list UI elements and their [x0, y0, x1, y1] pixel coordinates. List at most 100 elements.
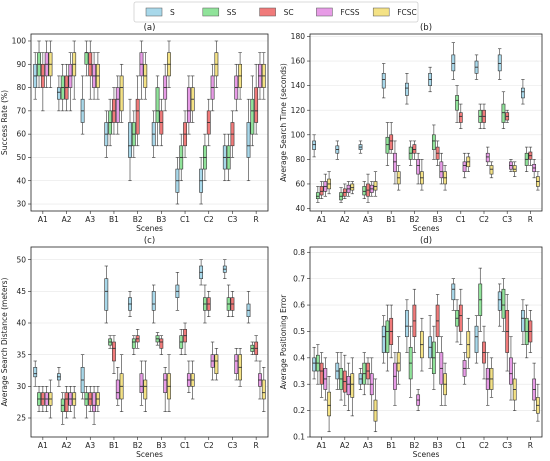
box-c3-fcss: [234, 63, 239, 112]
x-tick-label-b2: B2: [133, 441, 143, 450]
iqr-box: [385, 320, 390, 353]
iqr-box: [521, 87, 525, 99]
iqr-box: [112, 341, 116, 362]
box-c2-ss: [478, 103, 483, 129]
box-a2-fcsc: [350, 357, 355, 417]
iqr-box: [319, 362, 324, 385]
iqr-box: [159, 338, 164, 349]
box-b2-fcsc: [420, 159, 424, 191]
box-b3-sc: [159, 335, 164, 355]
box-c1-ss: [455, 85, 459, 123]
box-c3-fcsc: [512, 362, 517, 411]
box-a3-fcss: [369, 357, 374, 411]
box-c1-s: [451, 278, 456, 311]
iqr-box: [455, 95, 459, 111]
plot-frame: [309, 33, 543, 212]
box-a3-ss: [84, 40, 89, 77]
x-tick-label-b1: B1: [109, 215, 119, 224]
x-tick-label-a2: A2: [62, 215, 72, 224]
box-r-ss: [524, 304, 529, 359]
iqr-box: [33, 367, 38, 378]
y-tick-label: 100: [12, 37, 27, 46]
iqr-box: [431, 134, 436, 150]
box-r-fcss: [532, 362, 537, 411]
x-axis-label: Scenes: [413, 224, 440, 233]
box-c1-fcss: [462, 152, 467, 179]
box-b2-s: [128, 291, 132, 317]
box-a1-sc: [319, 181, 324, 200]
box-c3-fcss: [509, 159, 513, 172]
box-b1-sc: [389, 304, 394, 359]
box-c3-sc: [230, 110, 235, 158]
box-a3-fcsc: [373, 378, 378, 433]
box-b2-fcss: [416, 152, 421, 185]
plot-frame: [30, 246, 269, 438]
box-c1-fcsc: [466, 317, 471, 369]
iqr-box: [451, 54, 456, 72]
x-tick-label-a2: A2: [340, 441, 350, 450]
iqr-box: [381, 325, 386, 353]
box-a3-fcss: [369, 181, 374, 197]
x-tick-label-a3: A3: [85, 441, 95, 450]
y-tick-label: 0.8: [293, 248, 305, 257]
box-c3-fcss: [234, 348, 239, 381]
y-tick-label: 70: [16, 106, 26, 115]
iqr-box: [327, 391, 331, 417]
box-b3-fcss: [439, 152, 444, 185]
box-b1-fcss: [115, 75, 120, 135]
box-a2-ss: [60, 63, 65, 112]
box-b2-s: [405, 299, 409, 353]
y-tick-label: 60: [295, 180, 305, 189]
legend-label-fcsc: FCSC: [397, 8, 417, 17]
box-a1-fcss: [44, 386, 49, 412]
box-b3-s: [151, 110, 156, 158]
iqr-box: [501, 288, 506, 319]
box-b2-fcsc: [420, 317, 424, 372]
box-c2-s: [199, 259, 204, 286]
y-tick-label: 80: [16, 83, 26, 92]
box-a3-fcsc: [373, 171, 378, 197]
box-r-fcsc: [261, 52, 266, 100]
box-a1-s: [312, 346, 316, 380]
x-tick-label-b2: B2: [409, 441, 419, 450]
box-c2-fcss: [485, 352, 490, 406]
x-tick-label-a1: A1: [38, 441, 48, 450]
iqr-box: [381, 73, 386, 89]
box-c2-sc: [206, 291, 211, 317]
y-tick-label: 160: [291, 57, 306, 66]
box-a3-fcss: [92, 52, 96, 100]
box-c3-sc: [505, 294, 510, 372]
panels: 30 40 50 60 70 80 90 100 (a) Scenes Success Rate (…: [0, 23, 543, 459]
x-tick-label-c2: C2: [204, 215, 214, 224]
box-b1-fcsc: [119, 63, 124, 123]
legend-label-fcss: FCSS: [340, 8, 359, 17]
y-axis-label: Average Search Time (seconds): [279, 63, 288, 182]
box-a3-s: [80, 354, 85, 400]
box-c2-s: [199, 157, 204, 205]
panel-d: 0.1 0.2 0.3 0.4 0.5 0.6 0.7 0.8 (d) Scenes Average…: [279, 236, 543, 459]
box-c3-fcsc: [238, 52, 243, 100]
box-c1-s: [175, 272, 180, 311]
box-c1-fcsc: [190, 360, 195, 400]
box-a2-fcsc: [72, 40, 77, 100]
x-tick-label-r: R: [254, 441, 259, 450]
box-b3-fcsc: [167, 354, 171, 412]
box-c2-fcsc: [489, 357, 494, 398]
box-c1-fcss: [186, 75, 191, 135]
legend-label-sc: SC: [284, 8, 294, 17]
box-a2-ss: [339, 187, 343, 203]
box-c1-s: [175, 157, 180, 205]
box-b1-s: [104, 110, 109, 158]
box-a2-s: [56, 367, 61, 387]
box-a3-fcss: [92, 386, 96, 425]
x-tick-label-c1: C1: [180, 441, 190, 450]
x-axis-label: Scenes: [413, 450, 440, 459]
iqr-box: [143, 379, 148, 400]
box-c3-ss: [226, 284, 231, 317]
iqr-box: [474, 325, 479, 353]
box-b3-fcsc: [443, 165, 447, 191]
box-a1-fcss: [323, 357, 328, 401]
box-c1-ss: [455, 299, 459, 343]
box-r-sc: [254, 335, 259, 362]
box-c3-sc: [230, 291, 235, 317]
